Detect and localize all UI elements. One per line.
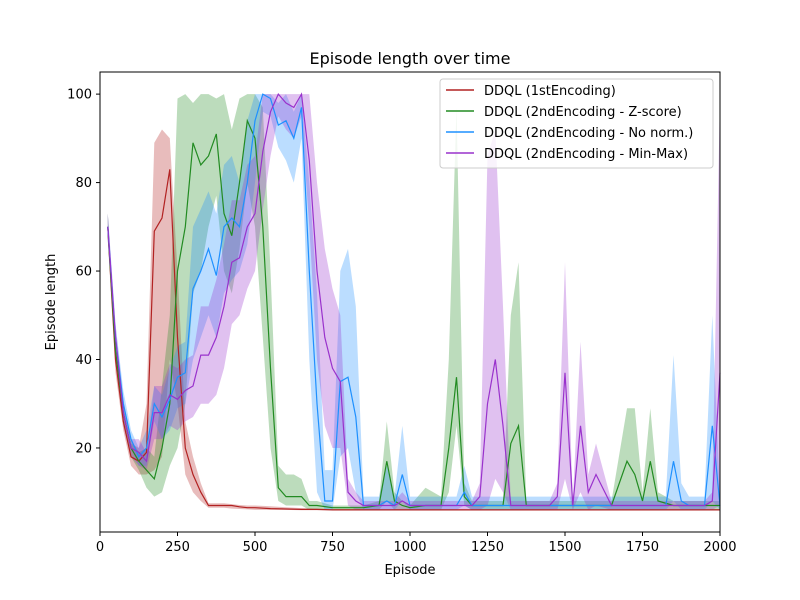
legend-label: DDQL (1stEncoding) [484, 84, 616, 99]
x-tick-label: 1500 [548, 540, 581, 555]
x-tick-label: 750 [320, 540, 345, 555]
chart-title: Episode length over time [310, 49, 511, 68]
x-tick-label: 1250 [471, 540, 504, 555]
y-axis-label: Episode length [44, 254, 59, 351]
x-tick-label: 2000 [703, 540, 736, 555]
legend-label: DDQL (2ndEncoding - No norm.) [484, 126, 693, 141]
series-lines [107, 92, 721, 511]
legend-label: DDQL (2ndEncoding - Min-Max) [484, 147, 688, 162]
legend: DDQL (1stEncoding) DDQL (2ndEncoding - Z-… [439, 78, 714, 169]
series-3-line [107, 93, 721, 507]
x-axis-label: Episode [384, 563, 435, 578]
y-tick-label: 40 [75, 353, 92, 368]
x-tick-label: 1000 [393, 540, 426, 555]
y-tick-label: 60 [75, 265, 92, 280]
y-axis: 20 40 60 80 100 [67, 88, 100, 456]
x-tick-label: 250 [165, 540, 190, 555]
y-tick-label: 100 [67, 88, 92, 103]
y-tick-label: 80 [75, 176, 92, 191]
series-4-line [107, 92, 721, 507]
series-1-line [107, 169, 720, 511]
legend-label: DDQL (2ndEncoding - Z-score) [484, 105, 682, 120]
y-tick-label: 20 [75, 441, 92, 456]
series-1-band [107, 129, 721, 511]
x-axis: 0 250 500 750 1000 1250 1500 1750 2000 [96, 532, 737, 555]
x-tick-label: 0 [96, 540, 104, 555]
x-tick-label: 1750 [626, 540, 659, 555]
x-tick-label: 500 [243, 540, 268, 555]
legend-box [439, 78, 714, 169]
